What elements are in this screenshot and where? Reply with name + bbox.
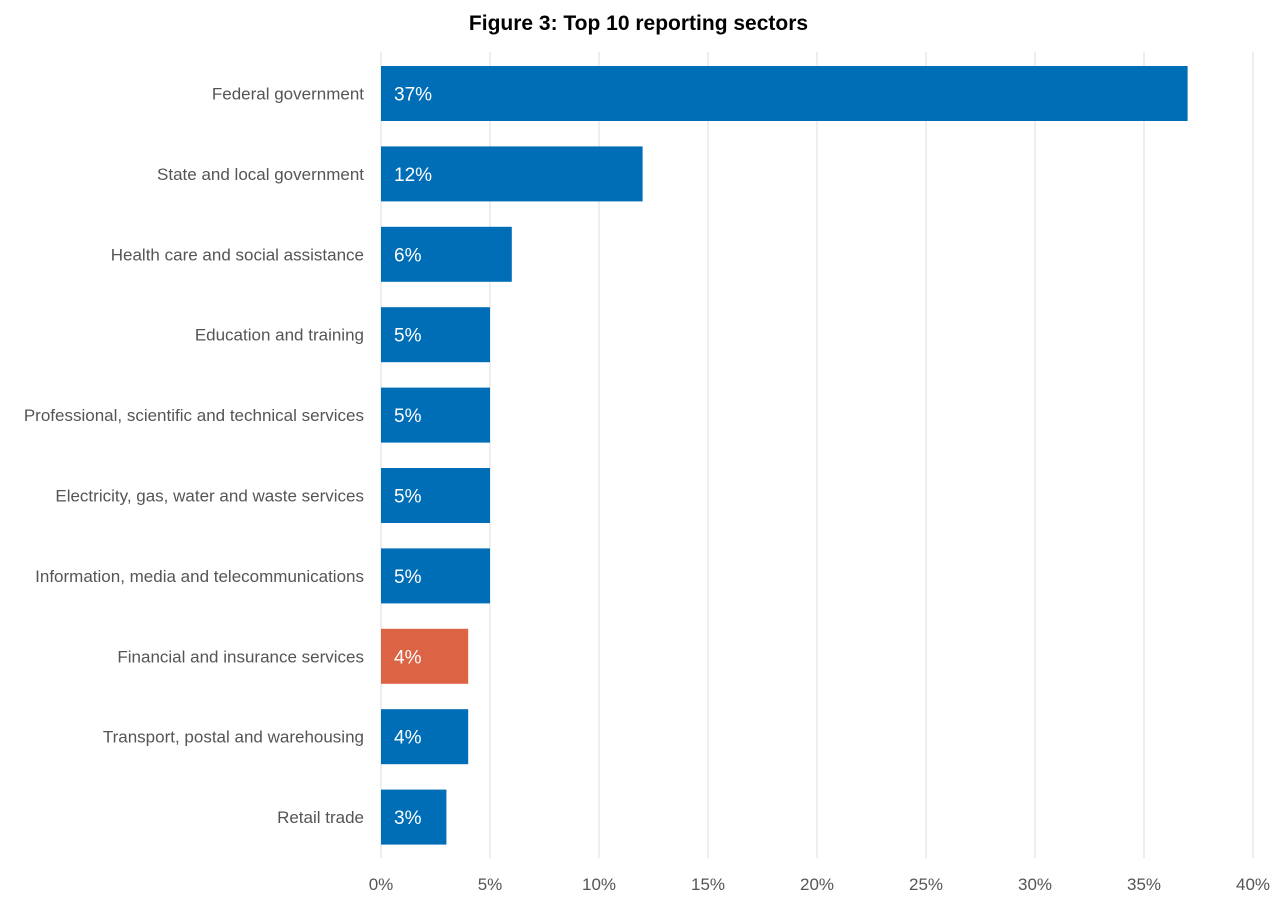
x-tick-label: 20% bbox=[800, 875, 834, 894]
bar-value-label: 4% bbox=[394, 647, 422, 668]
x-tick-label: 10% bbox=[582, 875, 616, 894]
x-tick-label: 30% bbox=[1018, 875, 1052, 894]
bar bbox=[381, 146, 643, 202]
bar bbox=[381, 468, 490, 523]
category-label: Transport, postal and warehousing bbox=[103, 728, 364, 747]
bar-value-label: 37% bbox=[394, 85, 432, 106]
bar bbox=[381, 226, 512, 282]
bar bbox=[381, 66, 1188, 121]
chart-title: Figure 3: Top 10 reporting sectors bbox=[468, 12, 809, 35]
category-label: Health care and social assistance bbox=[111, 245, 364, 264]
category-label: Education and training bbox=[195, 326, 364, 345]
category-label: State and local government bbox=[157, 165, 364, 184]
grid-lines bbox=[380, 52, 1254, 858]
bar bbox=[381, 789, 447, 845]
bar-value-label: 5% bbox=[394, 406, 422, 427]
bar-value-label: 4% bbox=[394, 728, 422, 749]
x-tick-label: 0% bbox=[369, 875, 394, 894]
bar bbox=[381, 387, 490, 443]
bar-value-label: 12% bbox=[394, 165, 432, 186]
category-label: Retail trade bbox=[277, 808, 364, 827]
bar bbox=[381, 628, 469, 684]
category-label: Federal government bbox=[212, 85, 364, 104]
x-tick-label: 25% bbox=[909, 875, 943, 894]
x-axis-ticks: 0% 5% 10% 15% 20% 25% 30% 35% 40% bbox=[369, 875, 1270, 894]
category-label: Financial and insurance services bbox=[117, 647, 364, 666]
bars: 37% 12% 6% 5% 5% 5% 5% 4% 4% 3% bbox=[381, 66, 1188, 845]
x-tick-label: 40% bbox=[1236, 875, 1270, 894]
bar bbox=[381, 307, 490, 363]
bar-value-label: 3% bbox=[394, 808, 422, 829]
category-label: Information, media and telecommunication… bbox=[35, 567, 364, 586]
bar bbox=[381, 709, 469, 765]
x-tick-label: 5% bbox=[478, 875, 503, 894]
category-label: Electricity, gas, water and waste servic… bbox=[55, 487, 364, 506]
bar-value-label: 5% bbox=[394, 326, 422, 347]
bar-value-label: 6% bbox=[394, 245, 422, 266]
bar-value-label: 5% bbox=[394, 487, 422, 508]
bar bbox=[381, 548, 490, 604]
category-label: Professional, scientific and technical s… bbox=[24, 406, 364, 425]
x-tick-label: 35% bbox=[1127, 875, 1161, 894]
bar-value-label: 5% bbox=[394, 567, 422, 588]
category-labels: Federal government State and local govern… bbox=[24, 85, 364, 828]
x-tick-label: 15% bbox=[691, 875, 725, 894]
